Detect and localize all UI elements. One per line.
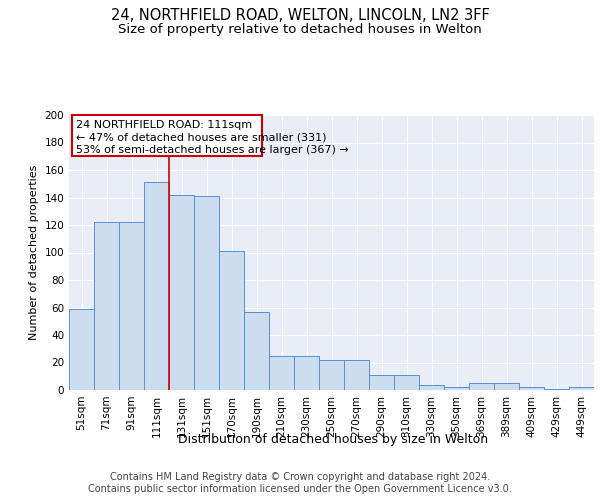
Bar [344, 360, 369, 390]
Y-axis label: Number of detached properties: Number of detached properties [29, 165, 39, 340]
Bar [169, 194, 194, 390]
Text: 53% of semi-detached houses are larger (367) →: 53% of semi-detached houses are larger (… [77, 145, 349, 155]
Bar [94, 222, 119, 390]
Bar [444, 387, 469, 390]
Bar [269, 356, 294, 390]
Text: ← 47% of detached houses are smaller (331): ← 47% of detached houses are smaller (33… [77, 133, 327, 143]
Bar [394, 375, 419, 390]
Bar [144, 182, 169, 390]
Bar [519, 387, 544, 390]
Text: 24, NORTHFIELD ROAD, WELTON, LINCOLN, LN2 3FF: 24, NORTHFIELD ROAD, WELTON, LINCOLN, LN… [110, 8, 490, 22]
Bar [544, 388, 569, 390]
Text: 24 NORTHFIELD ROAD: 111sqm: 24 NORTHFIELD ROAD: 111sqm [77, 120, 253, 130]
Bar [194, 196, 219, 390]
Bar [219, 251, 244, 390]
Bar [69, 309, 94, 390]
Text: Size of property relative to detached houses in Welton: Size of property relative to detached ho… [118, 22, 482, 36]
Bar [244, 312, 269, 390]
Bar [569, 387, 594, 390]
Text: Distribution of detached houses by size in Welton: Distribution of detached houses by size … [178, 432, 488, 446]
Bar [294, 356, 319, 390]
Bar [119, 222, 144, 390]
Bar [469, 383, 494, 390]
Bar [494, 383, 519, 390]
Bar [319, 360, 344, 390]
Text: Contains HM Land Registry data © Crown copyright and database right 2024.
Contai: Contains HM Land Registry data © Crown c… [88, 472, 512, 494]
Bar [419, 384, 444, 390]
FancyBboxPatch shape [71, 115, 262, 156]
Bar [369, 375, 394, 390]
